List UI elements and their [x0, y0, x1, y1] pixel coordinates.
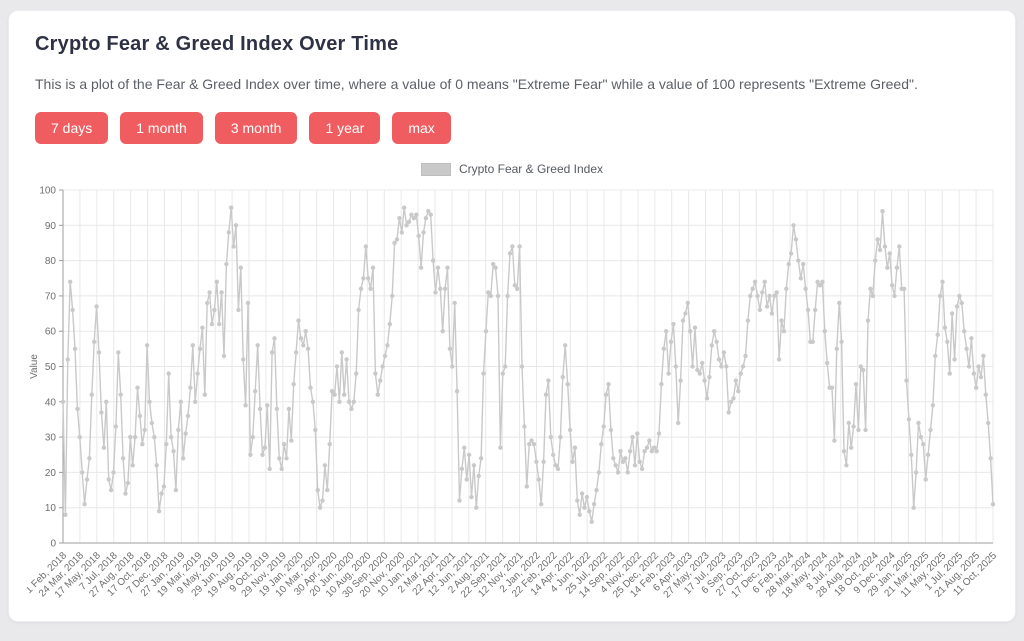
- range-button-7-days[interactable]: 7 days: [35, 112, 109, 144]
- content-card: Crypto Fear & Greed Index Over Time This…: [8, 10, 1016, 622]
- svg-text:10: 10: [45, 503, 57, 514]
- range-button-1-year[interactable]: 1 year: [309, 112, 381, 144]
- svg-text:Value: Value: [29, 354, 40, 379]
- legend-swatch: [420, 162, 451, 176]
- svg-text:100: 100: [39, 186, 56, 197]
- chart-legend: Crypto Fear & Greed Index: [27, 160, 997, 178]
- legend-label: Crypto Fear & Greed Index: [458, 162, 604, 176]
- range-button-3-month[interactable]: 3 month: [214, 112, 298, 144]
- range-button-1-month[interactable]: 1 month: [120, 112, 203, 144]
- time-range-buttons: 7 days 1 month 3 month 1 year max: [27, 112, 997, 144]
- svg-text:60: 60: [45, 327, 57, 338]
- svg-text:30: 30: [45, 433, 57, 444]
- svg-text:50: 50: [45, 362, 57, 373]
- svg-text:0: 0: [50, 539, 56, 550]
- chart-container: Crypto Fear & Greed Index 1 Feb, 2018 24 …: [27, 160, 999, 630]
- page-title: Crypto Fear & Greed Index Over Time: [35, 33, 399, 55]
- range-button-max[interactable]: max: [392, 112, 451, 144]
- svg-text:40: 40: [45, 397, 57, 408]
- svg-text:80: 80: [45, 256, 57, 267]
- svg-text:70: 70: [45, 291, 57, 302]
- page-description: This is a plot of the Fear & Greed Index…: [35, 76, 918, 92]
- svg-text:90: 90: [45, 221, 57, 232]
- svg-text:20: 20: [45, 468, 57, 479]
